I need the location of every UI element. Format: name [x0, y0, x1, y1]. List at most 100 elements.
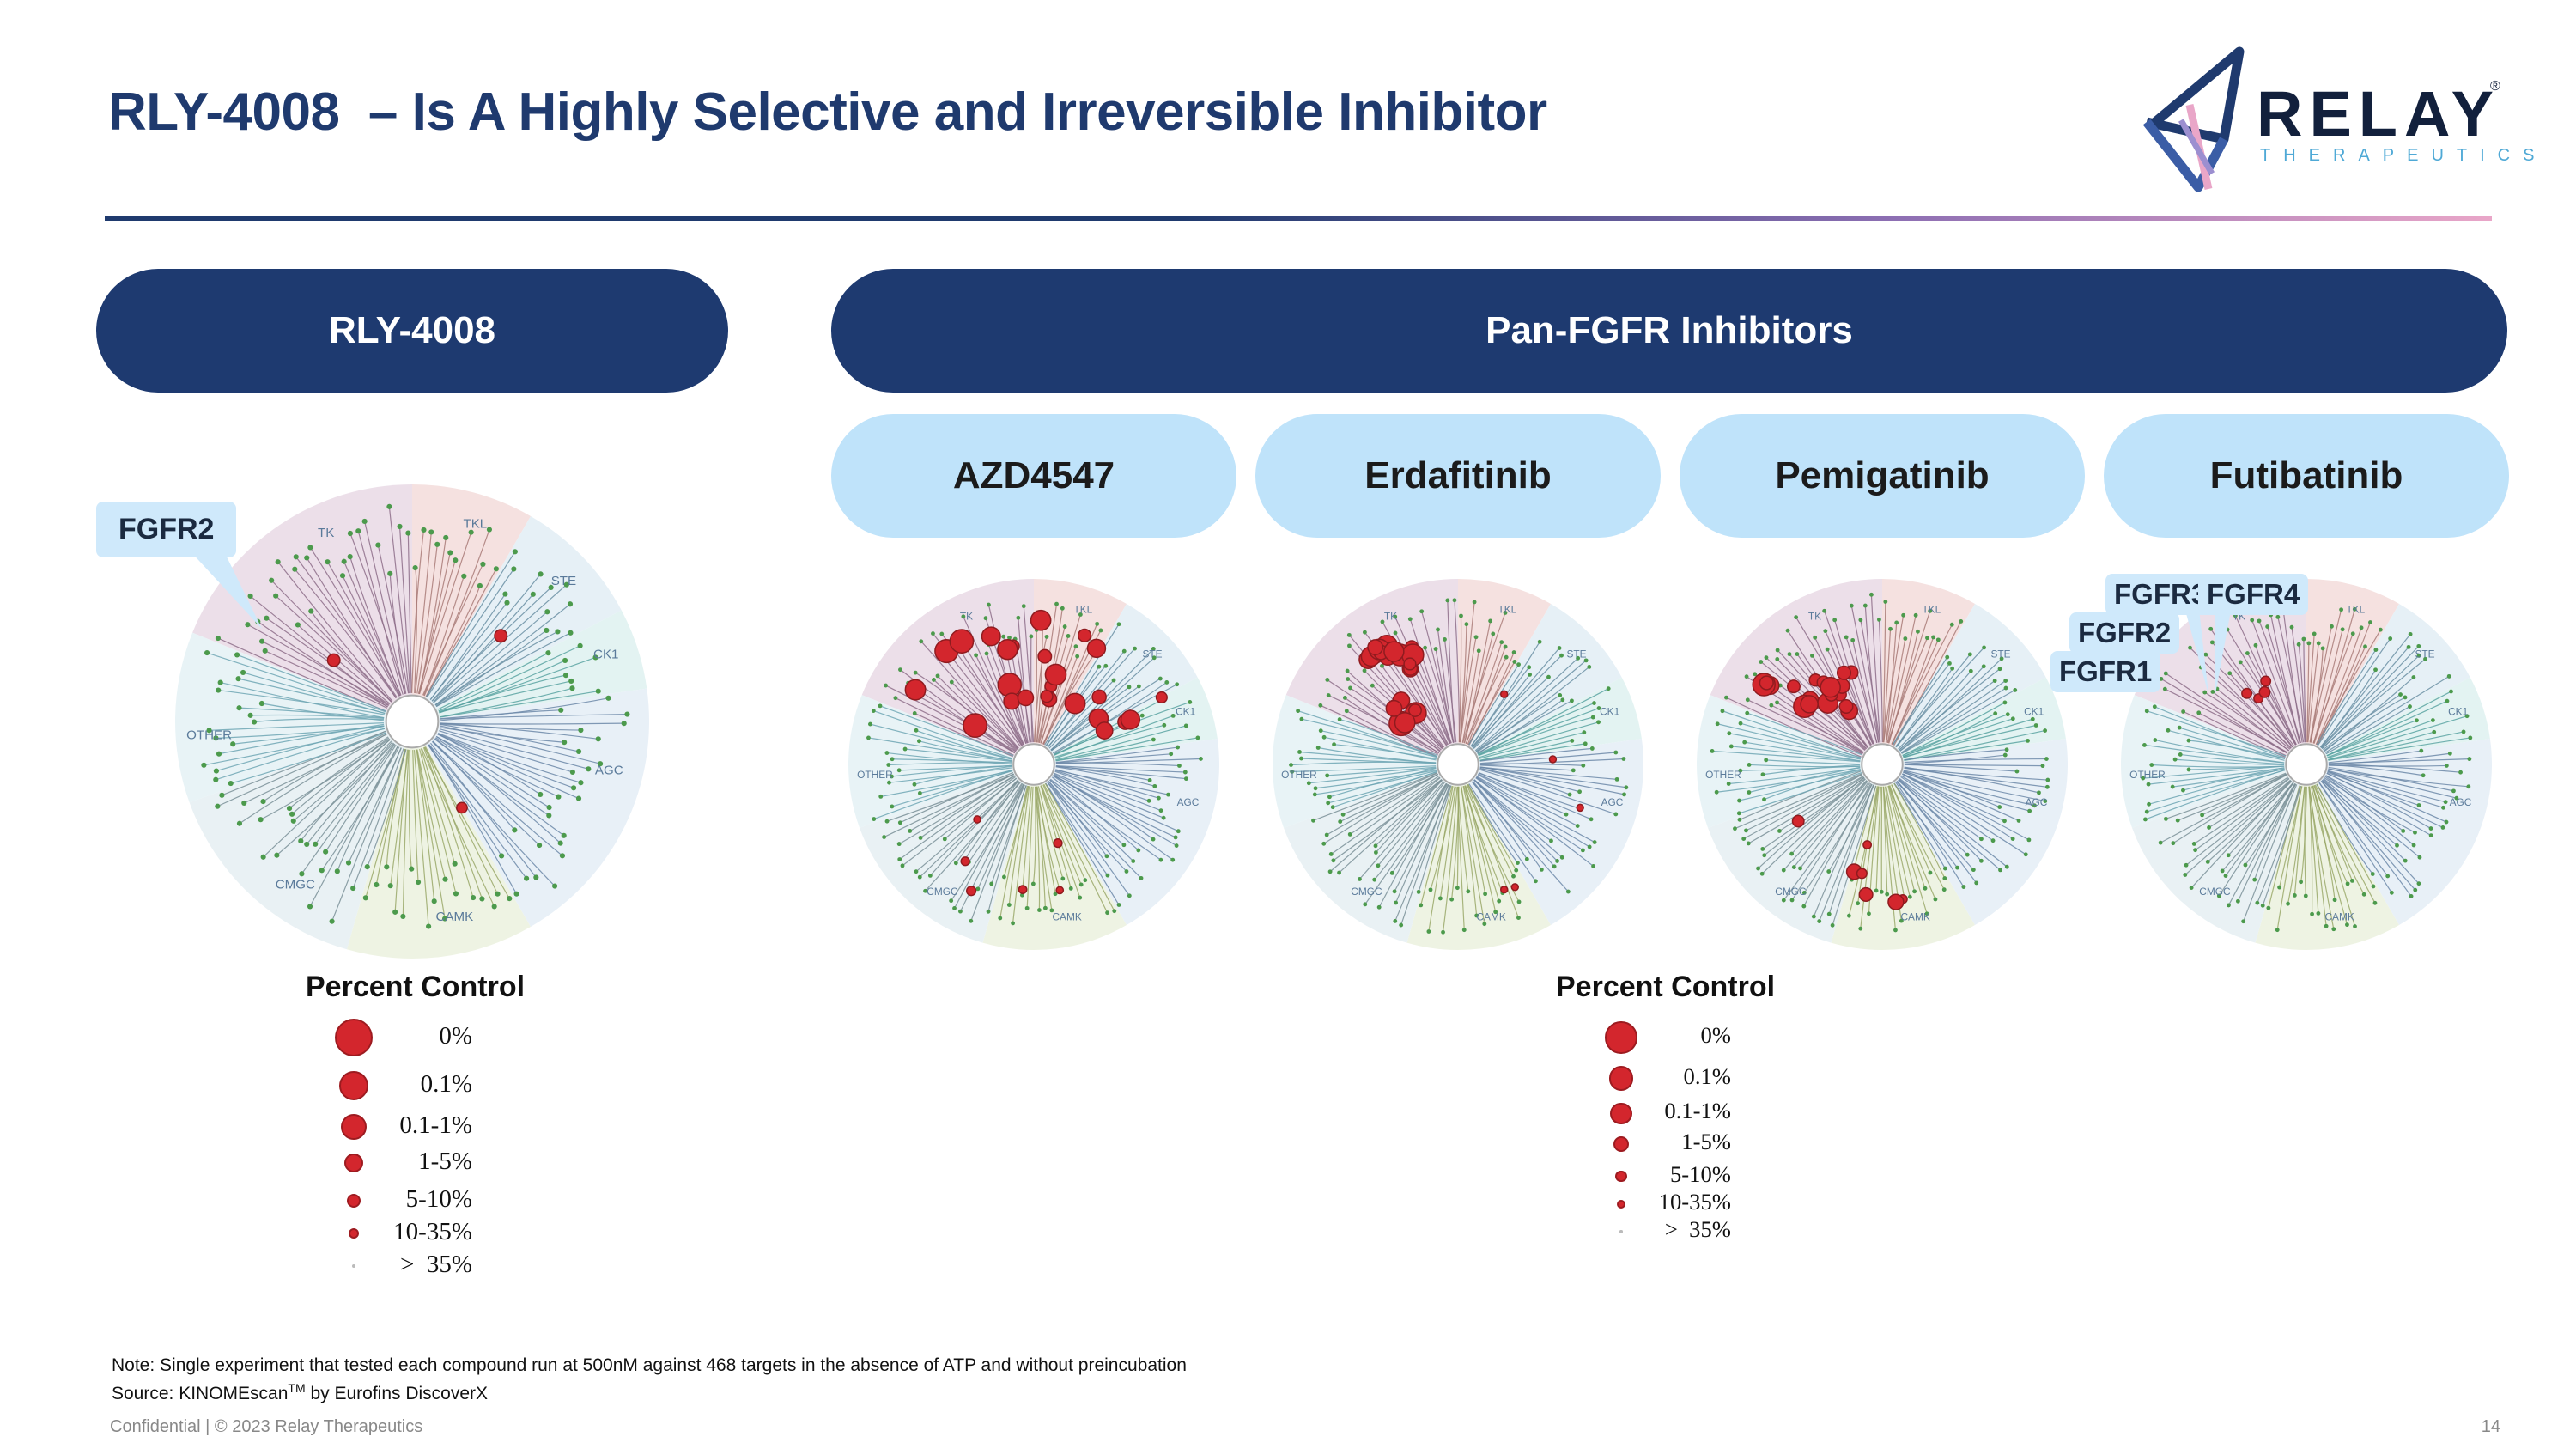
erda-inhibition-hit [1500, 886, 1509, 894]
pemi-branch [1904, 764, 2043, 767]
pemi-kinase-node [1850, 637, 1856, 642]
azd-branch [905, 748, 1012, 763]
futi-kinase-node [2220, 868, 2225, 874]
futi-kinase-node [2141, 776, 2146, 781]
pemi-kinase-node [1928, 870, 1933, 875]
futi-branch [2328, 731, 2434, 761]
erda-branch [1479, 743, 1586, 762]
azd-inhibition-hit [960, 856, 970, 867]
rly-kinase-node [569, 685, 575, 691]
erda-kinase-node [1342, 696, 1347, 700]
azd-inhibition-hit [1040, 690, 1054, 703]
rly-branch [326, 561, 401, 697]
erda-kinase-node [1419, 903, 1424, 908]
futi-kinase-node [2385, 874, 2391, 879]
pemi-branch [1765, 759, 1861, 765]
rly-branch [423, 529, 490, 697]
futi-kinase-node [2189, 886, 2194, 890]
footnote: Note: Single experiment that tested each… [112, 1355, 1187, 1375]
erda-branch [1475, 694, 1561, 752]
rly-kinase-node [426, 923, 432, 929]
erda-branch [1479, 758, 1624, 766]
erda-kinase-node [1596, 720, 1601, 725]
legend-label: 0.1-1% [1664, 1098, 1731, 1124]
futi-branch [2321, 658, 2426, 749]
rly-kinase-node [286, 806, 293, 812]
erda-kinase-node [1407, 617, 1413, 622]
azd-branch [953, 783, 1024, 909]
rly-branch [425, 551, 516, 697]
compound-azd4547: AZD4547 [831, 414, 1236, 538]
pemi-branch [1747, 775, 1864, 844]
azd-kinase-node [1177, 764, 1182, 768]
erda-branch [1477, 700, 1572, 754]
azd-kinase-node [1188, 700, 1193, 704]
futi-branch [2326, 720, 2417, 757]
futi-branch [2328, 768, 2458, 799]
erda-kinase-node [1327, 795, 1332, 800]
erda-branch [1358, 781, 1444, 880]
pemi-kinase-node [1714, 789, 1719, 795]
erda-branch [1342, 772, 1438, 815]
futi-group-label: TKL [2347, 603, 2366, 615]
pemi-branch [1731, 746, 1861, 762]
azd-kinase-node [987, 602, 991, 607]
pemi-kinase-node [2003, 679, 2008, 683]
azd-kinase-node [878, 794, 884, 799]
futi-branch [2313, 784, 2353, 881]
futi-kinase-node [2253, 642, 2258, 648]
rly-kinase-node [575, 795, 582, 801]
erda-branch [1479, 732, 1584, 759]
erda-kinase-node [1347, 643, 1352, 648]
futi-kinase-node [2373, 667, 2378, 673]
erda-branch [1474, 657, 1579, 752]
pemi-kinase-node [1733, 826, 1737, 831]
futi-kinase-node [2175, 818, 2180, 823]
rly-branch [309, 547, 400, 697]
azd-sector-4 [1034, 738, 1219, 926]
azd-branch [991, 785, 1027, 885]
pemi-sector-5 [1831, 764, 1975, 950]
rly-kinase-node [598, 761, 604, 767]
rly-branch [349, 556, 402, 696]
erda-branch [1425, 647, 1455, 743]
rly-kinase-node [355, 528, 361, 534]
azd-kinase-node [1151, 647, 1156, 651]
legend-row: > 35% [1602, 1215, 1791, 1249]
pemi-branch [1900, 680, 2007, 753]
fgfr2-callout-pointer [189, 550, 262, 629]
rly-kinase-node [493, 566, 499, 572]
rly-kinase-node [563, 581, 569, 588]
futi-kinase-node [2266, 905, 2271, 910]
futi-branch [2328, 763, 2461, 773]
futi-kinase-node [2466, 784, 2471, 789]
rly-kinase-node [289, 811, 295, 817]
erda-kinase-node [1575, 824, 1580, 828]
azd-branch [977, 784, 1026, 890]
futi-kinase-node [2223, 874, 2228, 878]
azd-branch [889, 767, 1012, 783]
pemi-kinase-node [2045, 777, 2050, 782]
azd-branch [1037, 786, 1064, 880]
futi-kinase-node [2181, 709, 2186, 714]
pemi-kinase-node [1856, 901, 1861, 906]
futi-kinase-node [2186, 767, 2191, 772]
rly-kinase-node [215, 635, 221, 642]
azd-kinase-node [1024, 905, 1030, 910]
erda-kinase-node [1546, 674, 1551, 679]
rly-kinase-node [621, 721, 627, 727]
pemi-branch [1902, 702, 2006, 757]
pemi-kinase-node [1942, 866, 1947, 871]
pemi-kinase-node [1726, 782, 1731, 786]
pemi-sector-0 [1710, 579, 1882, 764]
erda-kinase-node [1558, 693, 1563, 697]
erda-kinase-node [1441, 929, 1445, 935]
pemi-kinase-node [2033, 723, 2038, 728]
azd-kinase-node [942, 837, 947, 842]
rly-branch [309, 746, 398, 907]
futi-kinase-node [2171, 841, 2176, 846]
futi-branch [2151, 764, 2285, 768]
pemi-branch [1886, 637, 1929, 744]
erda-sector-4 [1458, 738, 1643, 926]
rly-branch [367, 749, 407, 868]
